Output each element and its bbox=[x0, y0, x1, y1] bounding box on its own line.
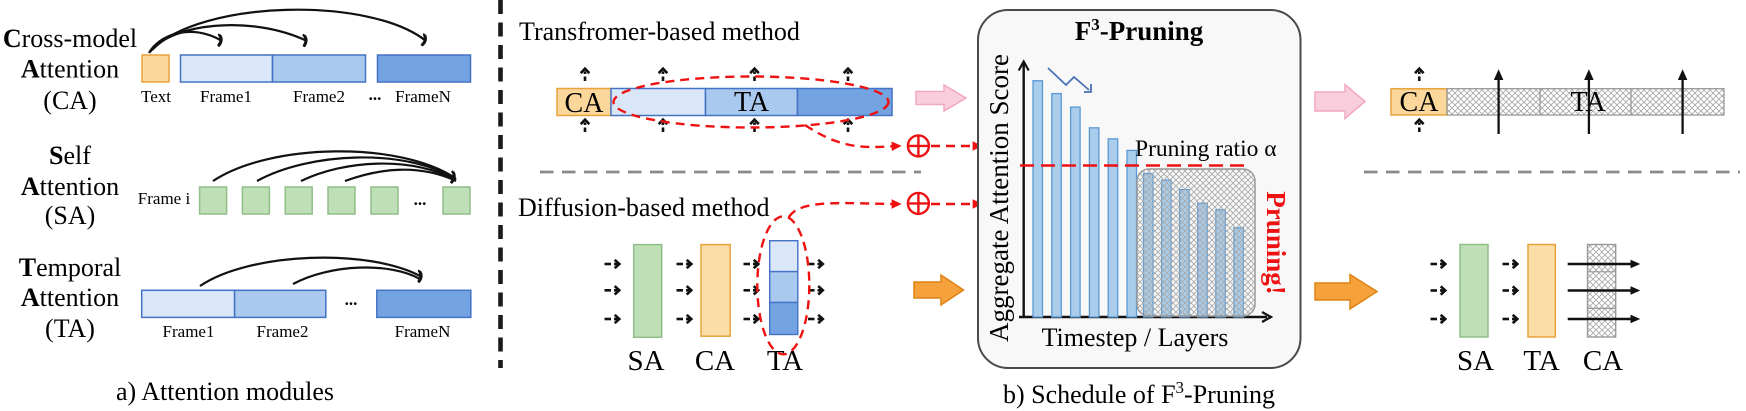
svg-text:CA: CA bbox=[1400, 87, 1440, 118]
svg-text:Aggregate Attention Score: Aggregate Attention Score bbox=[984, 54, 1014, 342]
svg-text:F3-Pruning: F3-Pruning bbox=[1075, 15, 1204, 46]
svg-text:Timestep / Layers: Timestep / Layers bbox=[1042, 323, 1229, 352]
svg-text:TA: TA bbox=[767, 345, 803, 377]
svg-text:SA: SA bbox=[1457, 345, 1494, 377]
svg-text:FrameN: FrameN bbox=[395, 322, 451, 341]
svg-text:Attention: Attention bbox=[21, 172, 119, 201]
svg-text:Temporal: Temporal bbox=[19, 253, 122, 282]
svg-text:(CA): (CA) bbox=[43, 86, 96, 115]
svg-text:a) Attention modules: a) Attention modules bbox=[116, 377, 334, 406]
svg-text:CA: CA bbox=[695, 345, 735, 377]
svg-text:Frame1: Frame1 bbox=[200, 87, 252, 106]
svg-text:b) Schedule of F3-Pruning: b) Schedule of F3-Pruning bbox=[1003, 378, 1275, 409]
svg-text:(TA): (TA) bbox=[45, 314, 95, 343]
svg-text:SA: SA bbox=[627, 345, 664, 377]
svg-text:...: ... bbox=[369, 85, 382, 104]
svg-text:Text: Text bbox=[141, 87, 171, 106]
svg-text:TA: TA bbox=[734, 87, 770, 118]
svg-text:CA: CA bbox=[1583, 345, 1623, 377]
svg-text:Cross-model: Cross-model bbox=[3, 24, 137, 53]
svg-text:CA: CA bbox=[565, 88, 605, 119]
svg-text:Attention: Attention bbox=[21, 55, 119, 84]
svg-text:Pruning!: Pruning! bbox=[1261, 191, 1291, 295]
svg-text:Attention: Attention bbox=[21, 283, 119, 312]
svg-text:TA: TA bbox=[1523, 345, 1559, 377]
svg-text:Transfromer-based method: Transfromer-based method bbox=[519, 17, 800, 46]
svg-text:Frame1: Frame1 bbox=[163, 322, 215, 341]
svg-text:Frame2: Frame2 bbox=[293, 87, 345, 106]
svg-text:(SA): (SA) bbox=[45, 201, 96, 230]
svg-text:Self: Self bbox=[49, 141, 91, 170]
svg-text:Frame2: Frame2 bbox=[257, 322, 309, 341]
svg-text:...: ... bbox=[345, 290, 358, 309]
svg-text:Diffusion-based method: Diffusion-based method bbox=[518, 193, 770, 222]
svg-text:...: ... bbox=[414, 190, 427, 209]
svg-text:FrameN: FrameN bbox=[395, 87, 451, 106]
svg-text:Frame i: Frame i bbox=[138, 189, 191, 208]
svg-text:Pruning ratio α: Pruning ratio α bbox=[1135, 136, 1277, 162]
